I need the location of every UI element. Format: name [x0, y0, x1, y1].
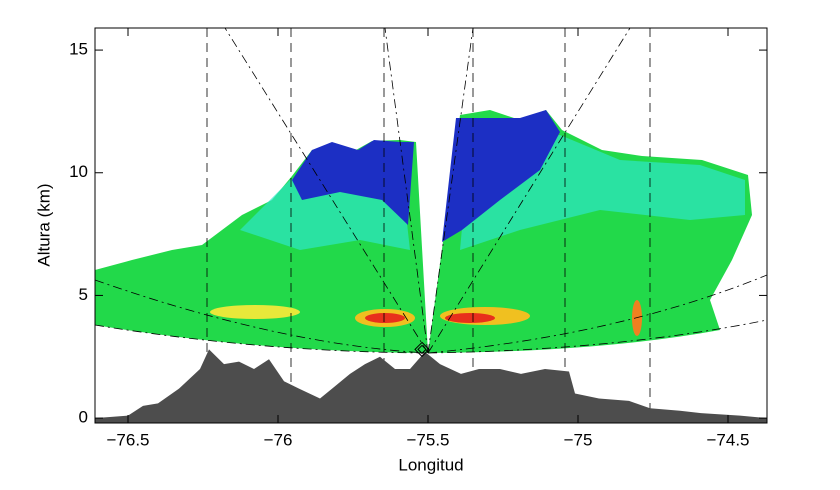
echo-yellow — [210, 305, 300, 319]
y-axis-label: Altura (km) — [34, 183, 53, 266]
beam-arc — [95, 324, 429, 354]
beam-line — [384, 28, 429, 354]
beam-line — [427, 28, 474, 354]
x-tick-label: −76.5 — [106, 430, 149, 449]
x-tick-label: −76 — [264, 430, 293, 449]
x-axis-label: Longitud — [398, 455, 463, 474]
y-tick-label: 10 — [69, 162, 88, 181]
echo-blue-right — [442, 110, 560, 242]
beam-line — [224, 28, 429, 354]
x-tick-label: −74.5 — [706, 430, 749, 449]
plot-frame — [94, 27, 768, 424]
radar-marker — [417, 344, 427, 355]
guides — [95, 28, 767, 423]
echo-red — [445, 313, 495, 323]
x-tick-label: −75 — [564, 430, 593, 449]
reflectivity-field — [95, 110, 752, 353]
beam-arc — [427, 274, 767, 354]
y-tick-label: 15 — [69, 40, 88, 59]
y-tick-label: 5 — [79, 285, 88, 304]
y-tick-label: 0 — [79, 408, 88, 427]
echo-blue-left — [292, 140, 414, 225]
beam-line — [427, 28, 631, 354]
terrain — [95, 349, 767, 423]
echo-red — [365, 313, 405, 323]
radar-marker — [414, 341, 430, 358]
x-tick-label: −75.5 — [406, 430, 449, 449]
